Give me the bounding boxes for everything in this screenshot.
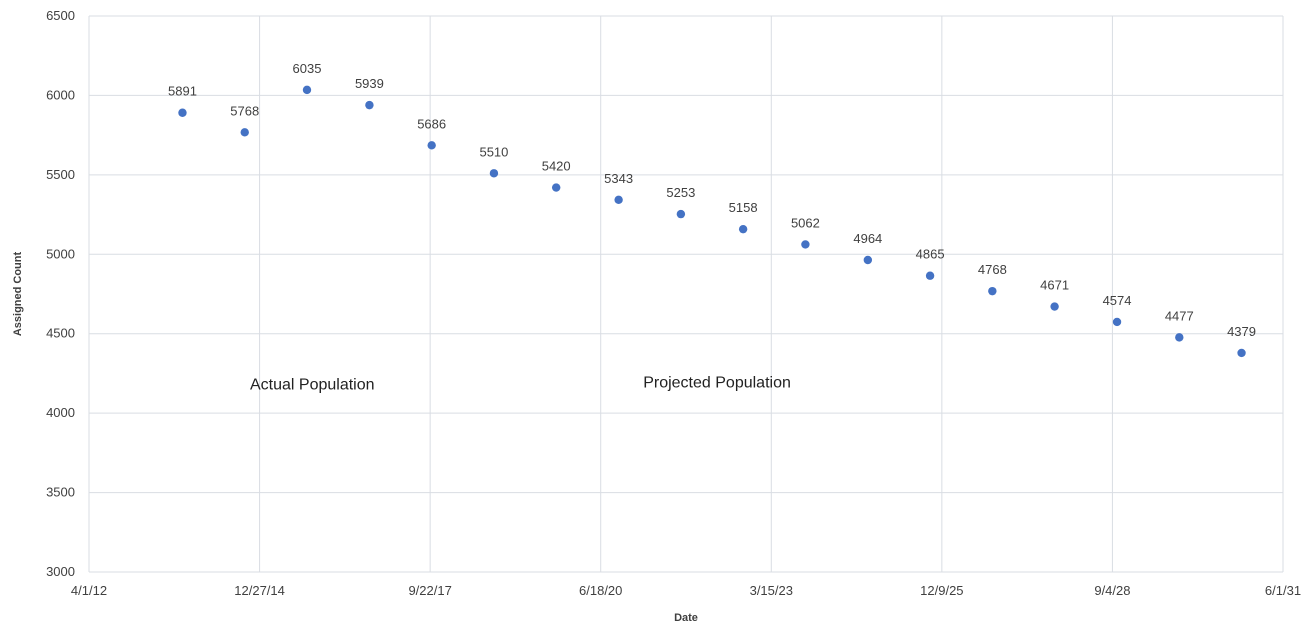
data-label: 5768 — [230, 103, 259, 118]
y-tick-label: 5000 — [46, 246, 75, 261]
data-point — [614, 195, 623, 204]
x-tick-label: 12/27/14 — [234, 583, 285, 598]
annotations: Actual Population Projected Population — [250, 375, 791, 394]
x-tick-label: 6/1/31 — [1265, 583, 1301, 598]
axes: 3000 3500 4000 4500 5000 5500 6000 6500 4/1/12 12… — [46, 8, 1301, 598]
data-label: 5062 — [791, 215, 820, 230]
x-tick-label: 4/1/12 — [71, 583, 107, 598]
data-point — [427, 141, 436, 150]
data-point — [988, 286, 997, 296]
x-tick-label: 9/22/17 — [408, 583, 451, 598]
data-point — [1237, 348, 1246, 358]
x-tick-label: 9/4/28 — [1094, 583, 1130, 598]
data-point — [489, 169, 499, 178]
y-tick-label: 4500 — [46, 326, 75, 341]
gridlines — [88, 15, 1284, 573]
data-label: 5420 — [542, 159, 571, 174]
data-point — [302, 85, 312, 95]
data-label: 4477 — [1165, 308, 1194, 323]
data-label: 4379 — [1227, 324, 1256, 339]
data-point — [863, 255, 873, 265]
data-label: 5510 — [479, 144, 508, 159]
data-label: 4574 — [1103, 293, 1132, 308]
data-label: 5343 — [604, 171, 633, 186]
annotation-label: Actual Population — [250, 376, 375, 393]
data-label: 5891 — [168, 84, 197, 99]
y-tick-label: 3000 — [46, 564, 75, 579]
x-axis-title: Date — [674, 612, 698, 624]
data-label: 4671 — [1040, 278, 1069, 293]
data-label: 5253 — [666, 185, 695, 200]
data-label: 4768 — [978, 262, 1007, 277]
data-label: 6035 — [293, 61, 322, 76]
y-tick-label: 5500 — [46, 167, 75, 182]
y-tick-label: 6000 — [46, 87, 75, 102]
data-point — [801, 240, 810, 249]
data-point — [365, 100, 374, 110]
y-axis-title: Assigned Count — [12, 252, 24, 337]
x-tick-label: 3/15/23 — [750, 583, 793, 598]
data-point — [738, 224, 748, 234]
data-point — [676, 209, 686, 219]
data-labels: 5891 5768 6035 5939 5686 5510 5420 5343 5253 5158… — [168, 61, 1256, 339]
data-label: 4964 — [853, 231, 882, 246]
x-tick-label: 12/9/25 — [920, 583, 963, 598]
y-tick-label: 3500 — [46, 485, 75, 500]
data-label: 4865 — [916, 247, 945, 262]
data-point — [240, 128, 249, 137]
data-point — [925, 271, 935, 280]
x-tick-label: 6/18/20 — [579, 583, 622, 598]
data-point — [1112, 317, 1122, 327]
data-points — [178, 85, 1246, 358]
data-label: 5158 — [729, 200, 758, 215]
y-tick-label: 6500 — [46, 8, 75, 23]
data-point — [551, 183, 561, 192]
data-point — [178, 108, 187, 117]
annotation-label: Projected Population — [643, 375, 791, 392]
data-label: 5939 — [355, 76, 384, 91]
data-point — [1175, 333, 1184, 342]
y-tick-label: 4000 — [46, 405, 75, 420]
data-point — [1050, 302, 1059, 311]
data-label: 5686 — [417, 116, 446, 131]
